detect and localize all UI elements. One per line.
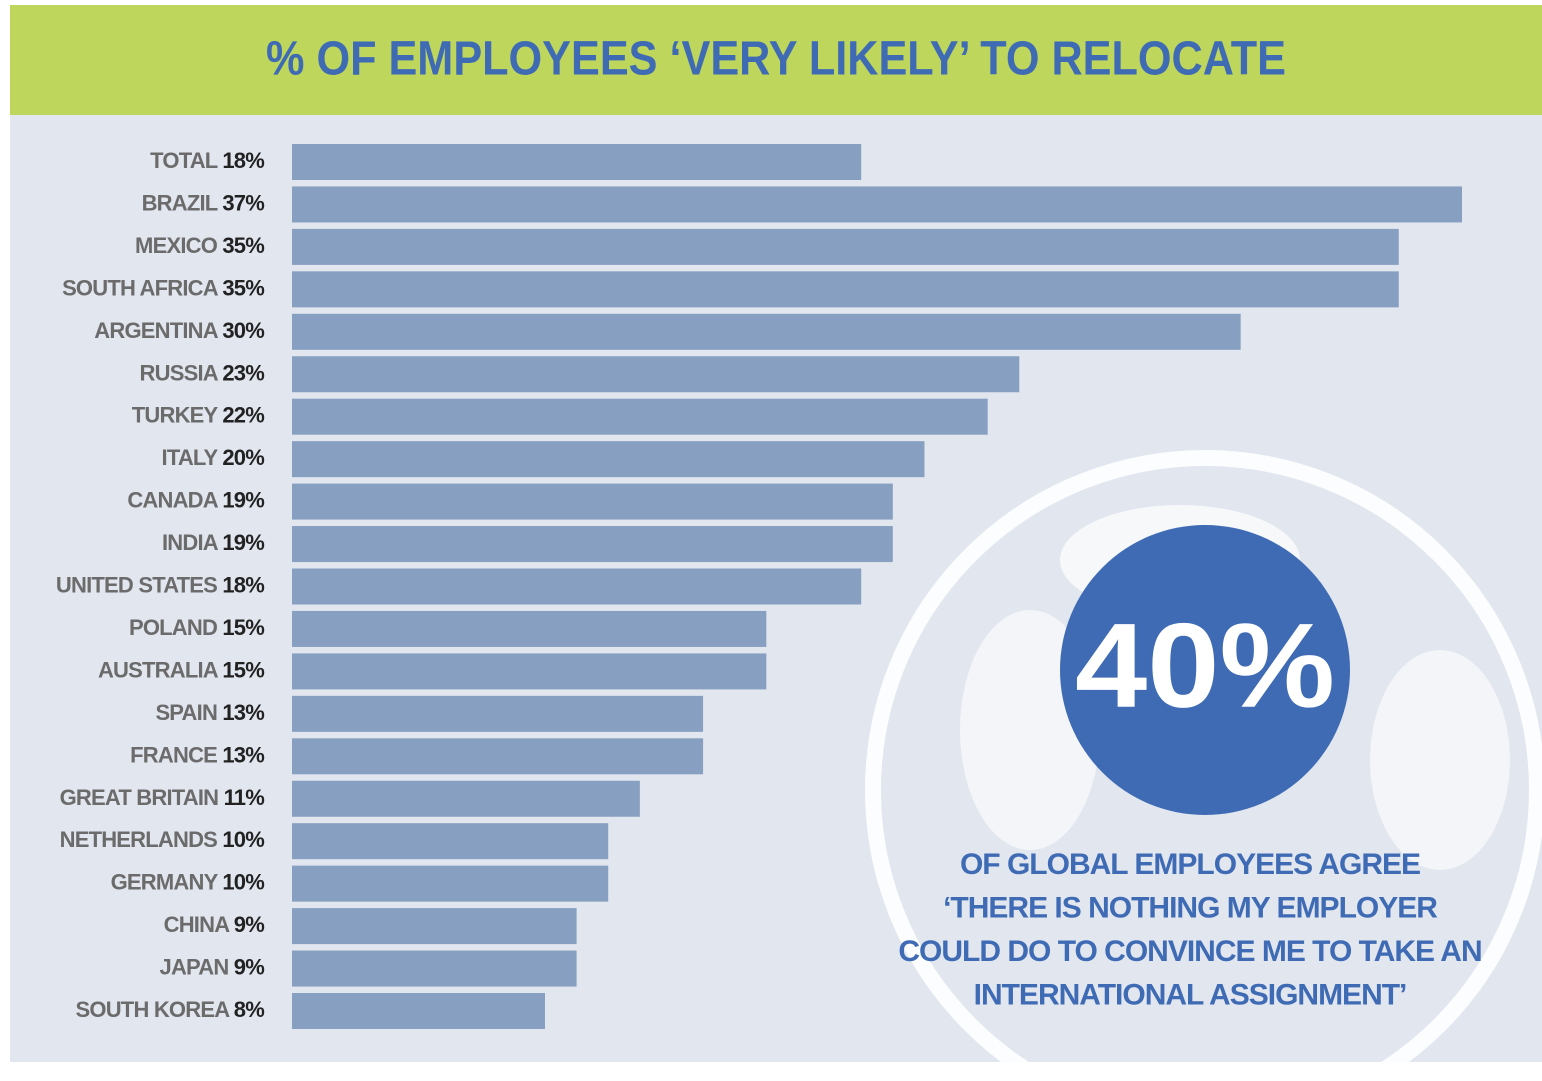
category-label: INDIA [162, 530, 219, 555]
bar-label: SOUTH KOREA 8% [76, 997, 265, 1022]
value-label: 35% [222, 275, 264, 300]
value-label: 30% [222, 318, 264, 343]
bar-label: BRAZIL 37% [142, 190, 265, 215]
value-label: 15% [222, 615, 264, 640]
bar-label: MEXICO 35% [135, 233, 264, 258]
bar-label: SPAIN 13% [155, 700, 264, 725]
value-label: 15% [222, 657, 264, 682]
value-label: 8% [234, 997, 264, 1022]
value-label: 19% [222, 487, 264, 512]
category-label: SPAIN [155, 700, 217, 725]
bar [292, 865, 609, 902]
bar-label: SOUTH AFRICA 35% [62, 275, 264, 300]
value-label: 35% [222, 233, 264, 258]
value-label: 13% [222, 742, 264, 767]
bar [292, 271, 1399, 308]
value-label: 22% [222, 403, 264, 428]
value-label: 19% [222, 530, 264, 555]
bar-label: TURKEY 22% [132, 403, 264, 428]
value-label: 9% [234, 954, 264, 979]
globe-outline [865, 450, 1542, 1081]
bar-label: GERMANY 10% [111, 869, 265, 894]
category-label: ITALY [162, 445, 219, 470]
bar-label: AUSTRALIA 15% [98, 657, 264, 682]
bar [292, 823, 609, 860]
bar-label: JAPAN 9% [160, 954, 265, 979]
bar [292, 610, 767, 647]
value-label: 20% [222, 445, 264, 470]
bar [292, 144, 862, 180]
bar [292, 526, 893, 563]
value-label: 11% [224, 785, 265, 810]
category-label: AUSTRALIA [98, 657, 219, 682]
category-label: SOUTH AFRICA [62, 275, 219, 300]
callout-text: ‘THERE IS NOTHING MY EMPLOYER [943, 891, 1438, 924]
bar-label: FRANCE 13% [130, 742, 264, 767]
value-label: 23% [222, 360, 264, 385]
value-label: 10% [222, 827, 264, 852]
callout-text: OF GLOBAL EMPLOYEES AGREE [960, 848, 1420, 881]
bar-label: TOTAL 18% [150, 148, 264, 173]
bar [292, 483, 893, 520]
category-label: RUSSIA [140, 360, 219, 385]
bar [292, 228, 1399, 265]
callout-figure: 40% [1075, 599, 1335, 733]
bar-label: GREAT BRITAIN 11% [60, 785, 265, 810]
title-band [10, 5, 1542, 115]
bar-label: POLAND 15% [129, 615, 264, 640]
category-label: BRAZIL [142, 190, 218, 215]
chart-title: % OF EMPLOYEES ‘VERY LIKELY’ TO RELOCATE [266, 33, 1286, 86]
callout-circle [1060, 525, 1350, 815]
bar-label: RUSSIA 23% [140, 360, 265, 385]
category-label: NETHERLANDS [60, 827, 218, 852]
callout-text: INTERNATIONAL ASSIGNMENT’ [974, 978, 1407, 1011]
bar-label: ITALY 20% [162, 445, 265, 470]
bar [292, 950, 577, 987]
category-label: GERMANY [111, 869, 219, 894]
value-label: 18% [222, 572, 264, 597]
bar-label: INDIA 19% [162, 530, 264, 555]
category-label: JAPAN [160, 954, 229, 979]
bar [292, 738, 704, 775]
category-label: ARGENTINA [94, 318, 218, 343]
category-label: POLAND [129, 615, 217, 640]
value-label: 9% [234, 912, 264, 937]
value-label: 10% [222, 869, 264, 894]
value-label: 18% [222, 148, 264, 173]
bar-label: UNITED STATES 18% [56, 572, 264, 597]
category-label: UNITED STATES [56, 572, 217, 597]
bar [292, 908, 577, 945]
bar [292, 568, 862, 605]
category-label: MEXICO [135, 233, 218, 258]
bar [292, 356, 1020, 393]
bar [292, 398, 988, 435]
category-label: TOTAL [150, 148, 218, 173]
bar-label: CHINA 9% [164, 912, 265, 937]
bar [292, 653, 767, 690]
bar-label: NETHERLANDS 10% [60, 827, 265, 852]
value-label: 13% [222, 700, 264, 725]
callout-text: COULD DO TO CONVINCE ME TO TAKE AN [898, 935, 1481, 968]
category-label: FRANCE [130, 742, 217, 767]
category-label: TURKEY [132, 403, 219, 428]
bar-label: ARGENTINA 30% [94, 318, 264, 343]
bar [292, 313, 1241, 350]
bar [292, 780, 640, 817]
globe-land [1370, 650, 1510, 870]
bar-label: CANADA 19% [127, 487, 264, 512]
bar [292, 441, 925, 478]
category-label: CANADA [127, 487, 218, 512]
bar [292, 993, 545, 1029]
category-label: CHINA [164, 912, 231, 937]
bar [292, 186, 1462, 223]
category-label: GREAT BRITAIN [60, 785, 219, 810]
category-label: SOUTH KOREA [76, 997, 231, 1022]
bar [292, 695, 704, 732]
value-label: 37% [222, 190, 264, 215]
